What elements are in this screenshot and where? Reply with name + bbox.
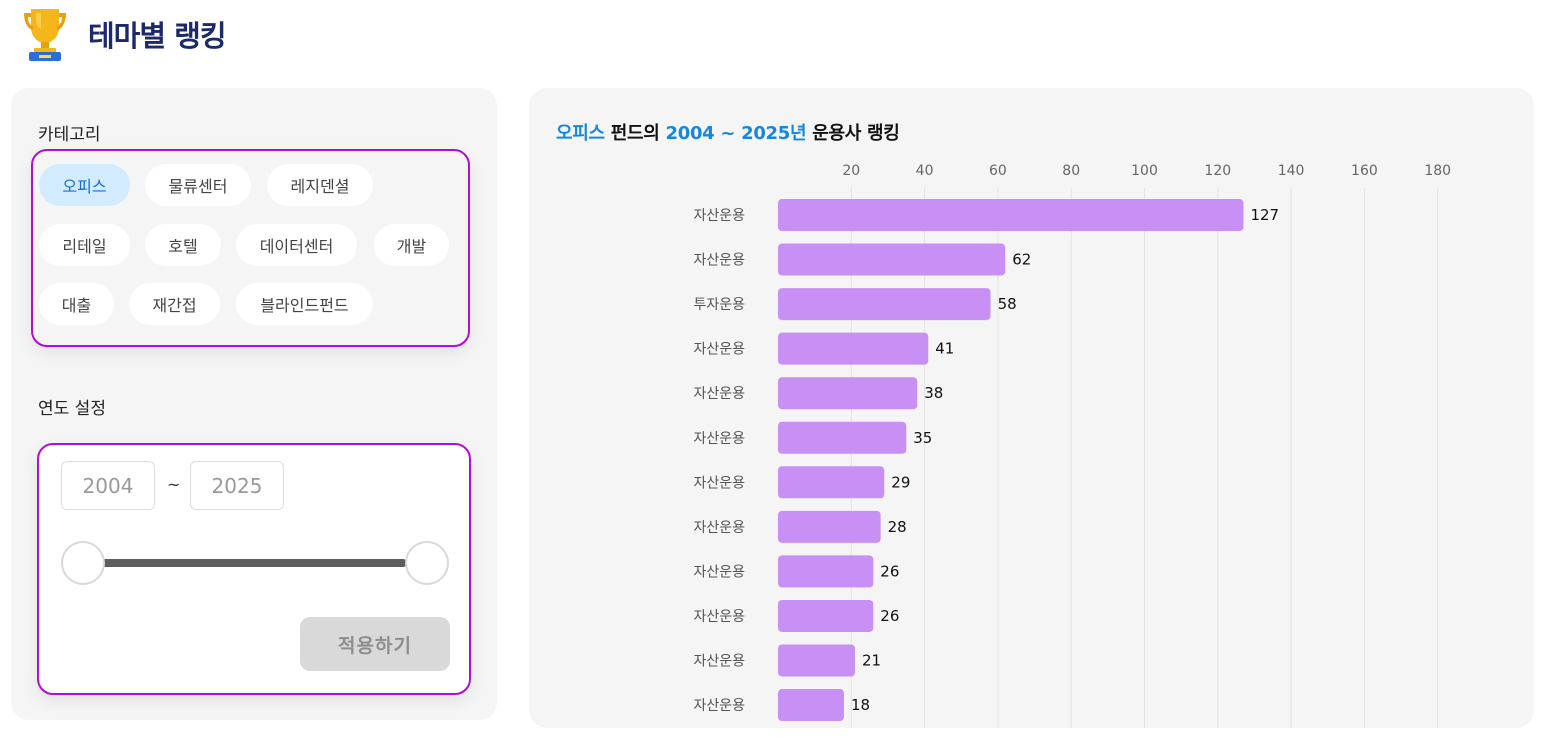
x-tick-label: 60 [989, 163, 1007, 179]
bar [778, 199, 1244, 231]
bar-value-label: 38 [924, 384, 943, 402]
bar-category-label: 자산운용 [693, 342, 745, 358]
bar [778, 689, 844, 722]
bar-category-label: 자산운용 [693, 386, 745, 402]
category-chip-fund-of-funds[interactable]: 재간접 [129, 283, 220, 325]
chart-title-years: 2004 ~ 2025년 [665, 123, 807, 144]
bar-value-label: 29 [891, 473, 910, 491]
x-tick-label: 120 [1204, 163, 1231, 179]
bar-value-label: 58 [998, 295, 1017, 313]
bar [778, 421, 907, 454]
year-slider-track[interactable] [81, 559, 407, 567]
bar-category-label: 자산운용 [693, 609, 745, 625]
category-chip-development[interactable]: 개발 [374, 224, 449, 266]
apply-button[interactable]: 적용하기 [300, 617, 450, 671]
category-chip-office[interactable]: 오피스 [39, 164, 130, 206]
year-section-label: 연도 설정 [38, 399, 106, 419]
bar [778, 599, 874, 632]
chart-title-mid: 펀드의 [604, 123, 666, 144]
x-tick-label: 80 [1062, 163, 1080, 179]
bar [778, 243, 1006, 276]
chart-title-end: 운용사 랭킹 [806, 123, 900, 144]
year-from-input[interactable] [61, 461, 155, 510]
category-chip-residential[interactable]: 레지덴셜 [267, 164, 373, 206]
chart-title-category: 오피스 [556, 123, 605, 144]
x-tick-label: 140 [1278, 163, 1305, 179]
bar-value-label: 127 [1250, 206, 1279, 224]
bar [778, 555, 874, 588]
x-tick-label: 100 [1131, 163, 1158, 179]
bar-category-label: 자산운용 [693, 564, 745, 580]
x-tick-label: 20 [842, 163, 860, 179]
ranking-bar-chart: 20 40 60 80 100 120 140 160 180 자산운용 127 자산운용 62 투자운용… [693, 163, 1451, 728]
bar-value-label: 28 [888, 518, 907, 536]
bar-category-label: 자산운용 [693, 520, 745, 536]
bar [778, 466, 885, 499]
category-chip-loan[interactable]: 대출 [39, 283, 114, 325]
x-tick-label: 160 [1351, 163, 1378, 179]
bar-value-label: 62 [1012, 251, 1031, 269]
year-range-separator: ~ [167, 475, 181, 494]
bar [778, 332, 929, 365]
bar-category-label: 자산운용 [693, 475, 745, 491]
x-tick-label: 40 [916, 163, 934, 179]
bar-value-label: 18 [851, 696, 870, 714]
trophy-icon [24, 9, 66, 61]
bar-category-label: 자산운용 [693, 698, 745, 714]
category-chip-datacenter[interactable]: 데이터센터 [236, 224, 357, 266]
category-chip-logistics[interactable]: 물류센터 [145, 164, 251, 206]
category-chip-hotel[interactable]: 호텔 [145, 224, 221, 266]
bar-value-label: 26 [880, 607, 899, 625]
bar-category-label: 투자운용 [693, 297, 745, 313]
bar-value-label: 41 [935, 340, 954, 358]
bar-category-label: 자산운용 [693, 208, 745, 224]
bar-category-label: 자산운용 [693, 253, 745, 269]
bar [778, 288, 991, 321]
page-title: 테마별 랭킹 [88, 19, 226, 53]
chart-title: 오피스 펀드의 2004 ~ 2025년 운용사 랭킹 [556, 119, 900, 145]
bar-value-label: 21 [862, 652, 881, 670]
bar [778, 377, 918, 410]
category-chip-group: 오피스 물류센터 레지덴셜 리테일 호텔 데이터센터 개발 대출 재간접 블라인… [31, 149, 470, 347]
bar-category-label: 자산운용 [693, 431, 745, 447]
year-to-input[interactable] [190, 461, 284, 510]
bar-value-label: 35 [913, 429, 932, 447]
x-tick-label: 180 [1424, 163, 1451, 179]
bar-value-label: 26 [880, 562, 899, 580]
filter-panel: 카테고리 오피스 물류센터 레지덴셜 리테일 호텔 데이터센터 개발 대출 재간… [11, 88, 497, 720]
category-section-label: 카테고리 [38, 125, 101, 145]
bar [778, 644, 855, 677]
year-range-box: ~ 적용하기 [37, 443, 471, 695]
chart-panel: 오피스 펀드의 2004 ~ 2025년 운용사 랭킹 20 40 60 80 100 1… [529, 88, 1534, 728]
page-header: 테마별 랭킹 [20, 4, 226, 64]
bar-category-label: 자산운용 [693, 654, 745, 670]
bar [778, 510, 881, 543]
category-chip-blind-fund[interactable]: 블라인드펀드 [236, 283, 373, 325]
year-slider-end-handle[interactable] [405, 541, 449, 585]
year-slider-start-handle[interactable] [61, 541, 105, 585]
category-chip-retail[interactable]: 리테일 [39, 224, 130, 266]
